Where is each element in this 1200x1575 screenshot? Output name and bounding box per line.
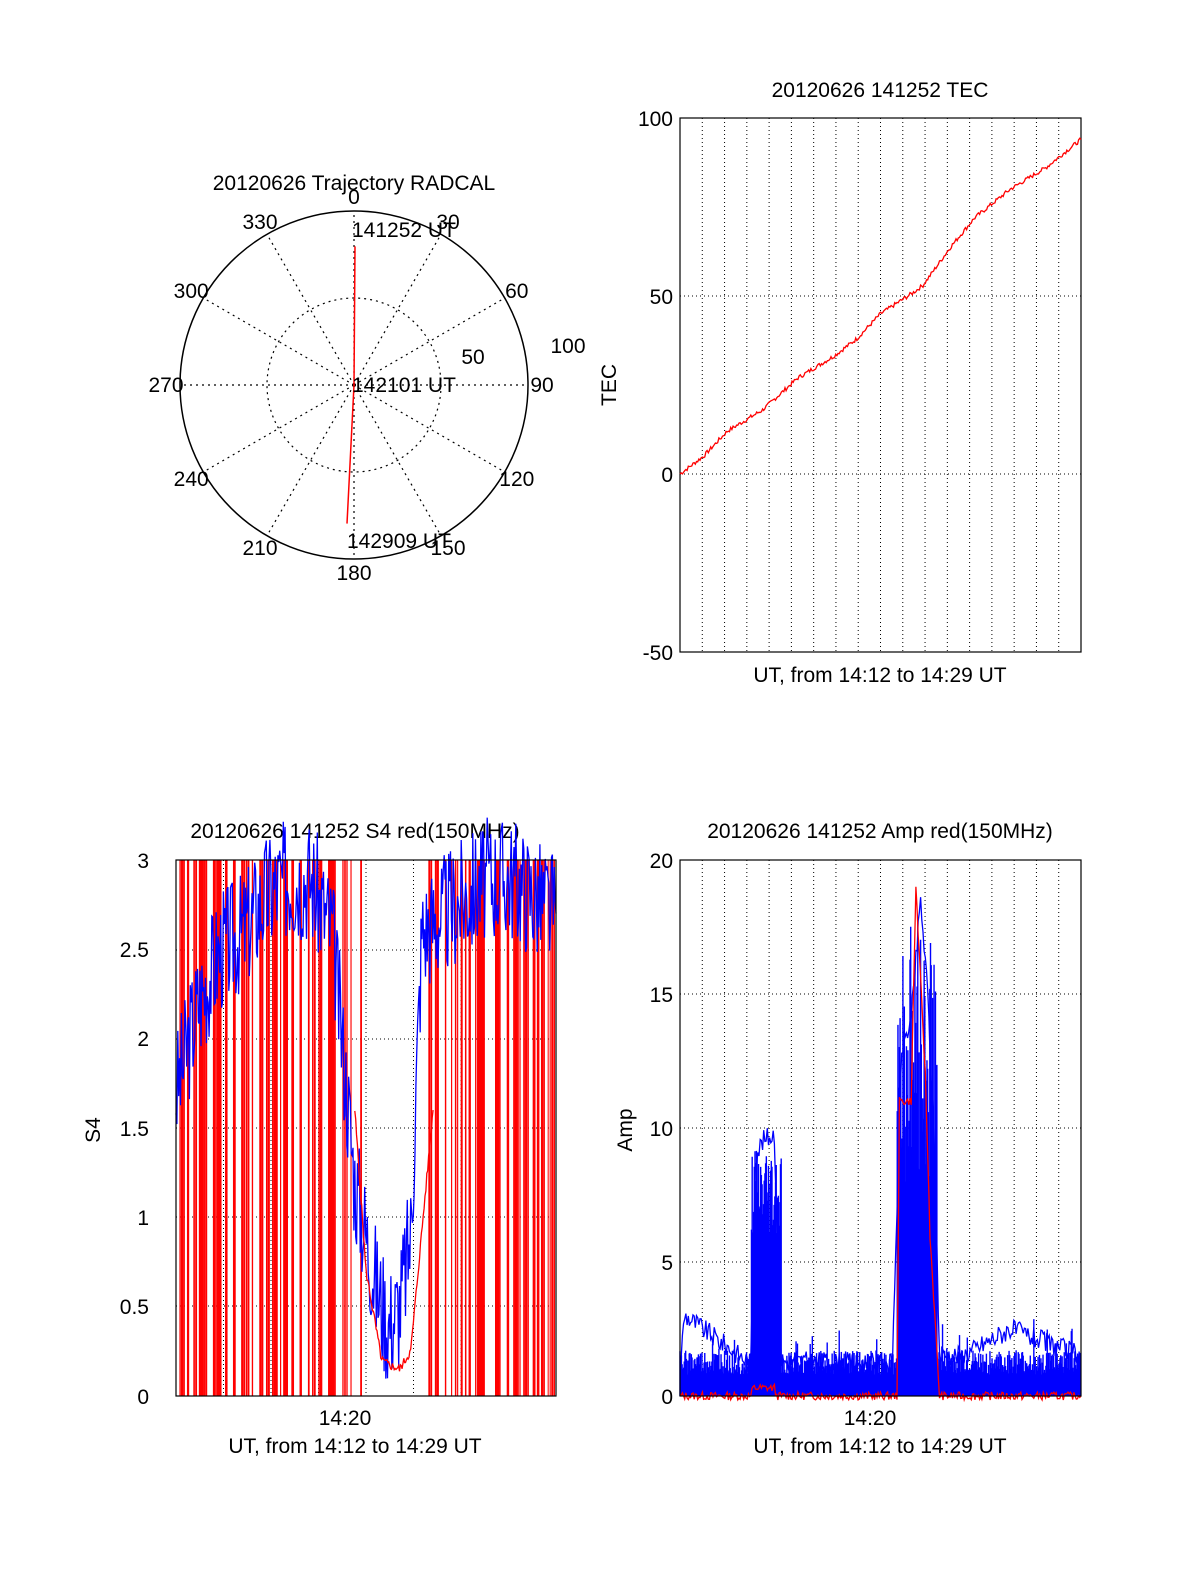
tec-panel: 20120626 141252 TEC 100 50 0 -50 TEC UT,… bbox=[598, 79, 1082, 687]
polar-grid-spoke-300 bbox=[203, 297, 355, 386]
amp-xtick-1420: 14:20 bbox=[844, 1407, 897, 1430]
polar-title: 20120626 Trajectory RADCAL bbox=[213, 172, 496, 195]
polar-grid-spoke-330 bbox=[266, 234, 355, 386]
polar-angle-label-210: 210 bbox=[242, 537, 277, 560]
tec-title: 20120626 141252 TEC bbox=[772, 79, 989, 102]
tec-plot-frame bbox=[679, 117, 1082, 653]
amp-plot-frame bbox=[679, 859, 1082, 1397]
amp-ytick-5: 5 bbox=[661, 1252, 673, 1275]
tec-ytick-0: 0 bbox=[661, 464, 673, 487]
polar-panel: 20120626 Trajectory RADCAL 0 30 60 90 120 150… bbox=[148, 172, 585, 585]
polar-angle-label-0: 0 bbox=[348, 186, 360, 209]
polar-grid-spoke-240 bbox=[203, 384, 355, 473]
s4-ylabel: S4 bbox=[82, 1117, 105, 1143]
s4-ytick-2-5: 2.5 bbox=[120, 939, 149, 962]
s4-blue-series-line bbox=[175, 817, 557, 1379]
polar-grid-spoke-30 bbox=[353, 234, 442, 386]
s4-red-series-line bbox=[354, 1110, 434, 1372]
s4-ytick-0: 0 bbox=[137, 1386, 149, 1409]
polar-angle-label-240: 240 bbox=[174, 468, 209, 491]
s4-ytick-2: 2 bbox=[137, 1028, 149, 1051]
polar-angle-label-330: 330 bbox=[242, 211, 277, 234]
polar-grid-spoke-60 bbox=[353, 297, 505, 386]
polar-radial-label-100: 100 bbox=[550, 335, 585, 358]
polar-grid-spoke-150 bbox=[353, 384, 442, 536]
amp-panel: 20120626 141252 Amp red(150MHz) 20 15 10… bbox=[614, 820, 1082, 1458]
polar-grid-spoke-210 bbox=[266, 384, 355, 536]
s4-title: 20120626 141252 S4 red(150MHz) bbox=[190, 820, 519, 843]
polar-angle-label-60: 60 bbox=[505, 280, 528, 303]
tec-ytick-100: 100 bbox=[638, 108, 673, 131]
s4-ytick-1-5: 1.5 bbox=[120, 1118, 149, 1141]
amp-title: 20120626 141252 Amp red(150MHz) bbox=[707, 820, 1053, 843]
s4-plot-frame bbox=[175, 859, 557, 1397]
polar-angle-label-300: 300 bbox=[174, 280, 209, 303]
s4-ytick-1: 1 bbox=[137, 1207, 149, 1230]
amp-ytick-10: 10 bbox=[650, 1118, 673, 1141]
amp-ytick-15: 15 bbox=[650, 984, 673, 1007]
polar-radial-label-50: 50 bbox=[461, 346, 484, 369]
tec-grid bbox=[680, 118, 1081, 652]
amp-blue-series-line bbox=[679, 897, 1082, 1375]
polar-angle-label-150: 150 bbox=[430, 537, 465, 560]
tec-ytick-neg50: -50 bbox=[643, 642, 673, 665]
amp-xlabel: UT, from 14:12 to 14:29 UT bbox=[753, 1435, 1006, 1458]
polar-angle-label-30: 30 bbox=[436, 211, 459, 234]
polar-angle-label-180: 180 bbox=[336, 562, 371, 585]
tec-ylabel: TEC bbox=[598, 364, 621, 406]
polar-angle-label-90: 90 bbox=[530, 374, 553, 397]
s4-ytick-3: 3 bbox=[137, 850, 149, 873]
amp-red-series-line bbox=[679, 886, 1082, 1403]
tec-series-line bbox=[679, 137, 1082, 475]
polar-angle-labels: 0 30 60 90 120 150 180 210 240 270 300 330 bbox=[148, 186, 553, 585]
amp-ytick-20: 20 bbox=[650, 850, 673, 873]
amp-grid bbox=[680, 860, 1081, 1396]
tec-ytick-50: 50 bbox=[650, 286, 673, 309]
tec-xlabel: UT, from 14:12 to 14:29 UT bbox=[753, 664, 1006, 687]
polar-end-annotation: 142909 UT bbox=[347, 530, 451, 553]
amp-ylabel: Amp bbox=[614, 1108, 637, 1151]
polar-trajectory-line bbox=[346, 246, 356, 524]
polar-angle-label-120: 120 bbox=[499, 468, 534, 491]
s4-xlabel: UT, from 14:12 to 14:29 UT bbox=[228, 1435, 481, 1458]
polar-middle-annotation: 142101 UT bbox=[352, 374, 456, 397]
s4-panel: 20120626 141252 S4 red(150MHz) 3 2.5 2 1… bbox=[82, 817, 557, 1458]
amp-ytick-0: 0 bbox=[661, 1386, 673, 1409]
s4-xtick-1420: 14:20 bbox=[319, 1407, 372, 1430]
polar-grid-spoke-120 bbox=[353, 384, 505, 473]
polar-outer-ring bbox=[179, 210, 529, 560]
s4-ytick-0-5: 0.5 bbox=[120, 1296, 149, 1319]
polar-start-annotation: 141252 UT bbox=[352, 219, 456, 242]
polar-angle-label-270: 270 bbox=[148, 374, 183, 397]
